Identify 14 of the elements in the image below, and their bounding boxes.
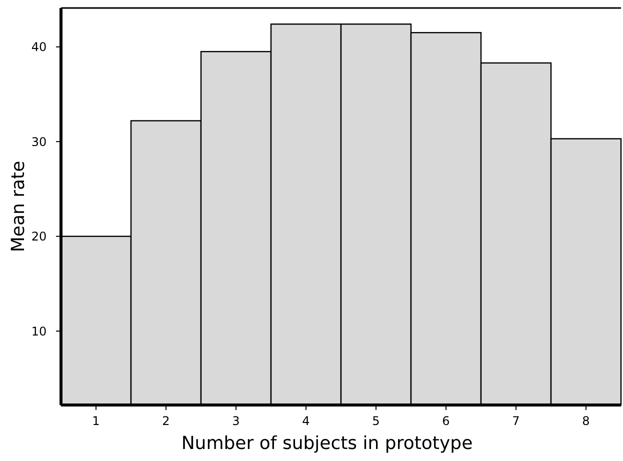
- x-axis-title: Number of subjects in prototype: [181, 433, 473, 454]
- y-tick-label: 10: [31, 324, 47, 338]
- x-tick-label: 5: [372, 414, 380, 428]
- x-tick-label: 2: [162, 414, 170, 428]
- x-tick-label: 7: [512, 414, 520, 428]
- x-tick-label: 3: [232, 414, 240, 428]
- y-axis-title: Mean rate: [8, 160, 29, 252]
- x-tick-label: 6: [442, 414, 450, 428]
- x-tick-label: 8: [582, 414, 590, 428]
- x-tick-label: 4: [302, 414, 310, 428]
- x-tick-label: 1: [92, 414, 100, 428]
- y-tick-label: 40: [31, 40, 47, 54]
- y-tick-label: 30: [31, 134, 47, 149]
- y-tick-label: 20: [31, 230, 47, 244]
